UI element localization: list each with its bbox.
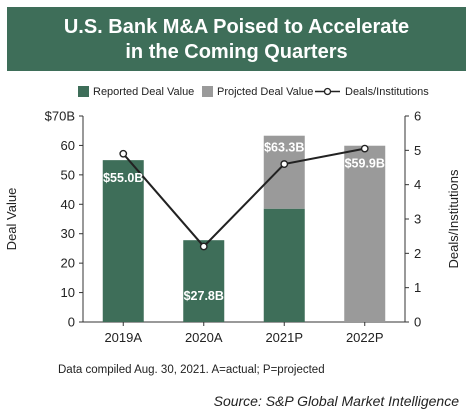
y2-tick-label: 5	[414, 143, 421, 158]
legend-swatch-projected	[202, 86, 213, 97]
y2-tick-label: 0	[414, 315, 421, 330]
data-label: $55.0B	[103, 171, 143, 185]
y2-tick-label: 4	[414, 177, 421, 192]
y-tick-label: $70B	[45, 109, 75, 124]
y2-tick-label: 1	[414, 280, 421, 295]
legend-label-projected: Projcted Deal Value	[217, 86, 313, 98]
y-tick-label: 10	[61, 285, 75, 300]
line-marker	[360, 144, 369, 153]
y-tick-label: 50	[61, 167, 75, 182]
y-tick-label: 60	[61, 138, 75, 153]
x-tick-label: 2020A	[185, 330, 223, 345]
x-tick-label: 2019A	[104, 330, 142, 345]
line-marker	[119, 149, 128, 158]
x-tick-label: 2021P	[265, 330, 303, 345]
bar-projected	[344, 145, 386, 322]
chart-plot: Reported Deal Value Projcted Deal Value De…	[4, 86, 461, 345]
legend-swatch-reported	[78, 86, 89, 97]
y-tick-label: 20	[61, 256, 75, 271]
y2-tick-label: 2	[414, 246, 421, 261]
title-banner: U.S. Bank M&A Poised to Accelerate in th…	[7, 7, 466, 71]
bar-reported	[102, 160, 144, 322]
line-marker	[199, 242, 208, 251]
y2-axis-title: Deals/Institutions	[446, 169, 461, 268]
source-credit: Source: S&P Global Market Intelligence	[213, 393, 459, 409]
y2-tick-label: 3	[414, 212, 421, 227]
y-axis-title: Deal Value	[4, 188, 19, 251]
line-deals	[122, 147, 365, 248]
y-tick-label: 30	[61, 226, 75, 241]
y-tick-label: 0	[68, 315, 75, 330]
x-tick-label: 2022P	[346, 330, 384, 345]
footnote: Data compiled Aug. 30, 2021. A=actual; P…	[58, 364, 325, 376]
bar-projected	[263, 135, 305, 209]
legend-label-deals: Deals/Institutions	[345, 86, 429, 98]
y2-tick-label: 6	[414, 109, 421, 124]
chart-title-line2: in the Coming Quarters	[125, 41, 348, 63]
line-marker	[280, 160, 289, 168]
bar-reported	[263, 208, 305, 322]
legend-marker-deals	[323, 87, 332, 96]
y-tick-label: 40	[61, 197, 75, 212]
chart-title-line1: U.S. Bank M&A Poised to Accelerate	[63, 16, 410, 38]
data-label: $63.3B	[264, 141, 304, 155]
bar-reported	[183, 240, 225, 322]
legend-label-reported: Reported Deal Value	[93, 86, 194, 98]
data-label: $27.8B	[184, 289, 224, 303]
data-label: $59.9B	[345, 157, 385, 171]
